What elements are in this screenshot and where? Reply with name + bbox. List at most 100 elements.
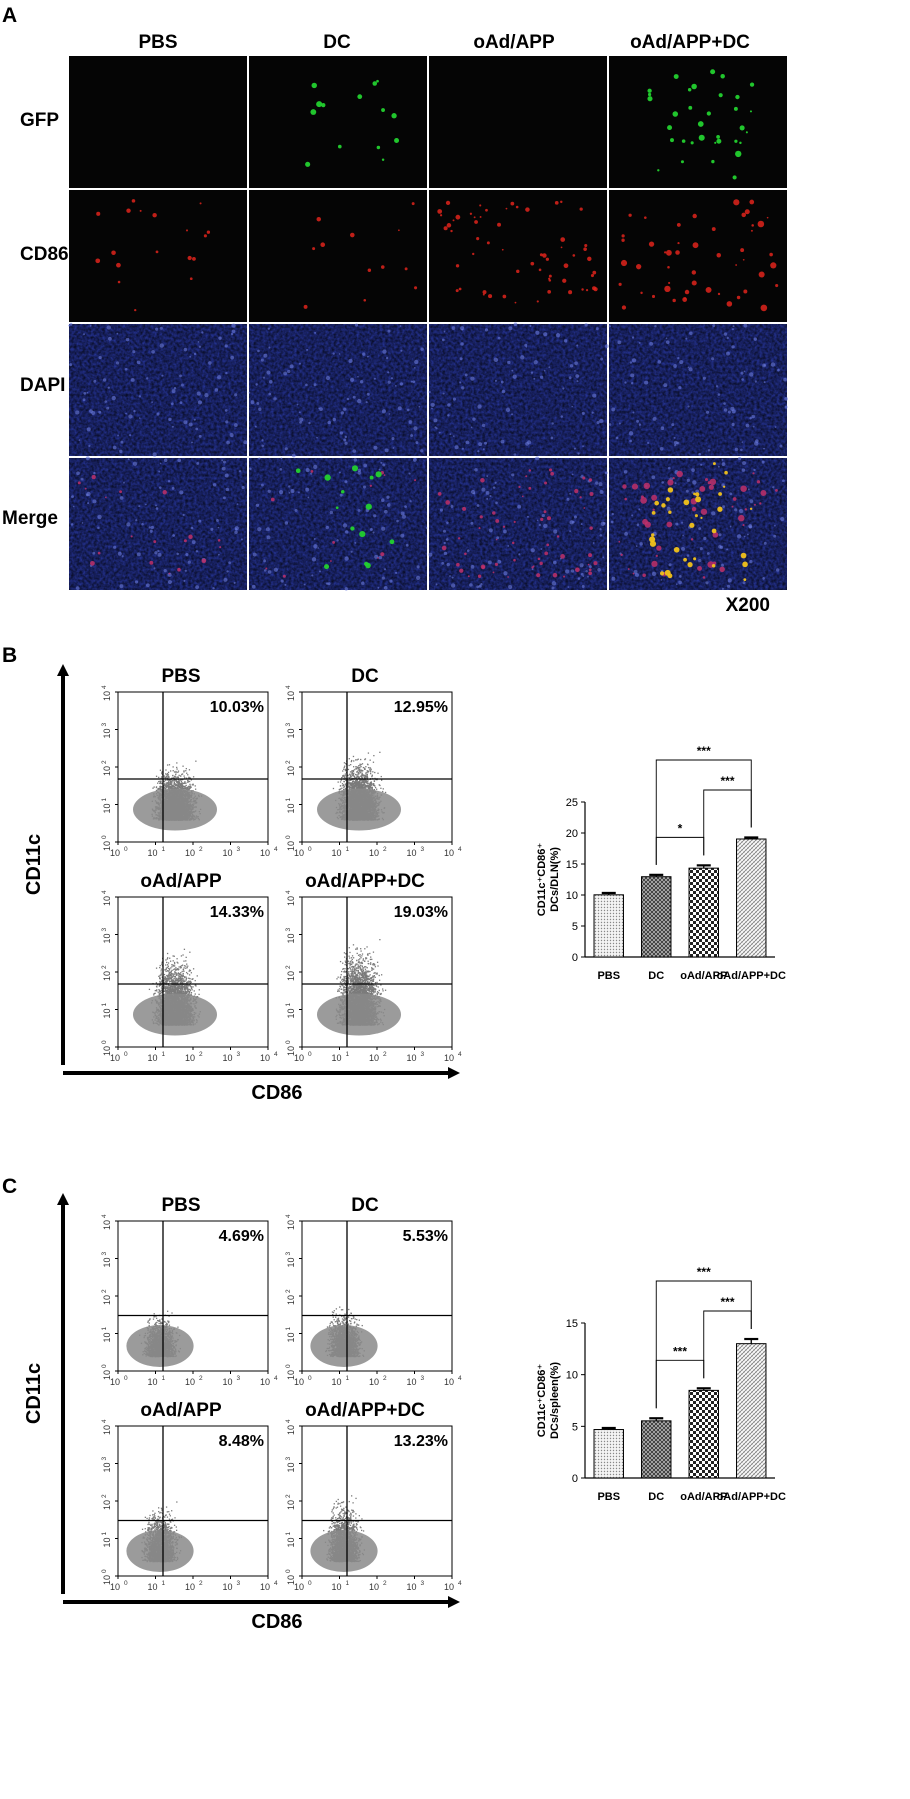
flow-x-tick-exponent: 2 xyxy=(383,1580,387,1587)
micrograph-merge-0 xyxy=(69,456,247,590)
flow-plot-percent: 4.69% xyxy=(219,1228,264,1245)
flow-y-tick-exponent: 4 xyxy=(101,1419,108,1423)
column-label-pbs: PBS xyxy=(138,32,177,53)
row-label-cd86: CD86 xyxy=(20,244,69,265)
bar-2 xyxy=(689,1390,718,1478)
flow-y-tick: 10 xyxy=(286,896,296,906)
category-label-0: PBS xyxy=(597,970,620,982)
flow-y-tick: 10 xyxy=(102,1257,112,1267)
flow-y-tick-exponent: 4 xyxy=(285,1214,292,1218)
flow-x-tick-exponent: 2 xyxy=(383,1375,387,1382)
flow-y-tick: 10 xyxy=(102,1500,112,1510)
x-axis-label: CD86 xyxy=(251,1082,302,1104)
flow-x-tick: 10 xyxy=(222,1053,232,1063)
flow-y-tick-exponent: 2 xyxy=(101,965,108,969)
flow-x-tick: 10 xyxy=(369,1377,379,1387)
flow-events xyxy=(126,1501,193,1572)
flow-y-tick: 10 xyxy=(286,1332,296,1342)
micrograph-dapi-1 xyxy=(249,324,427,458)
chart-y-label-1: CD11c⁺CD86⁺ xyxy=(536,1364,548,1438)
flow-x-tick: 10 xyxy=(147,1582,157,1592)
flow-y-tick-exponent: 2 xyxy=(285,1494,292,1498)
flow-plot-title: PBS xyxy=(161,666,200,687)
flow-y-tick: 10 xyxy=(286,1575,296,1585)
micrograph-cd86-2 xyxy=(429,190,607,322)
flow-events xyxy=(317,752,401,831)
flow-x-tick-exponent: 0 xyxy=(124,1580,128,1587)
flow-x-tick-exponent: 0 xyxy=(308,1580,312,1587)
chart-y-label-1: CD11c⁺CD86⁺ xyxy=(536,843,548,917)
flow-x-tick-exponent: 2 xyxy=(199,1051,203,1058)
micrograph-merge-2 xyxy=(428,456,607,590)
flow-x-tick: 10 xyxy=(147,1053,157,1063)
flow-y-tick-exponent: 1 xyxy=(101,1003,108,1007)
flow-y-tick: 10 xyxy=(102,1575,112,1585)
flow-plot-percent: 12.95% xyxy=(394,699,448,716)
flow-y-tick-exponent: 3 xyxy=(285,1457,292,1461)
flow-x-tick-exponent: 4 xyxy=(458,1580,462,1587)
flow-y-tick-exponent: 4 xyxy=(285,685,292,689)
flow-y-tick: 10 xyxy=(102,691,112,701)
flow-x-tick-exponent: 3 xyxy=(237,1051,241,1058)
flow-x-tick: 10 xyxy=(406,1582,416,1592)
flow-y-tick: 10 xyxy=(102,841,112,851)
flow-y-tick-exponent: 0 xyxy=(101,1364,108,1368)
flow-y-tick: 10 xyxy=(102,1046,112,1056)
y-axis-label: CD11c xyxy=(23,1363,45,1424)
flow-y-tick-exponent: 1 xyxy=(285,1003,292,1007)
flow-y-tick-exponent: 2 xyxy=(101,1289,108,1293)
y-tick-label: 10 xyxy=(566,890,578,902)
flow-y-tick: 10 xyxy=(286,1220,296,1230)
flow-plot-title: oAd/APP xyxy=(140,871,222,892)
flow-events xyxy=(126,1311,193,1367)
flow-x-tick: 10 xyxy=(260,1377,270,1387)
flow-x-tick: 10 xyxy=(406,1377,416,1387)
flow-y-tick: 10 xyxy=(102,728,112,738)
flow-y-tick: 10 xyxy=(286,728,296,738)
flow-plot-percent: 13.23% xyxy=(394,1433,448,1450)
flow-plot-title: DC xyxy=(351,1195,379,1216)
flow-x-tick: 10 xyxy=(331,1582,341,1592)
column-label-dc: DC xyxy=(323,32,351,53)
panel-letter-a: A xyxy=(2,4,17,27)
flow-x-tick: 10 xyxy=(260,1582,270,1592)
flow-plot-title: PBS xyxy=(161,1195,200,1216)
panel-a: A PBS DC oAd/APP oAd/APP+DC GFP CD86 DAP… xyxy=(2,4,788,616)
flow-plot-title: oAd/APP xyxy=(140,1400,222,1421)
category-label-1: DC xyxy=(648,1491,664,1503)
chart-y-label-2: DCs/DLN(%) xyxy=(549,847,561,912)
flow-x-tick-exponent: 3 xyxy=(421,1375,425,1382)
flow-y-tick: 10 xyxy=(286,971,296,981)
flow-x-tick-exponent: 2 xyxy=(199,1375,203,1382)
y-tick-label: 0 xyxy=(572,952,578,964)
category-label-3: oAd/APP+DC xyxy=(717,970,786,982)
row-label-dapi: DAPI xyxy=(20,375,65,396)
flow-x-tick-exponent: 3 xyxy=(237,1580,241,1587)
flow-x-tick-exponent: 3 xyxy=(237,1375,241,1382)
flow-x-tick-exponent: 1 xyxy=(162,1051,166,1058)
flow-x-tick: 10 xyxy=(444,848,454,858)
flow-y-tick-exponent: 4 xyxy=(101,890,108,894)
flow-y-tick-exponent: 1 xyxy=(285,1327,292,1331)
significance-label-2: * xyxy=(678,821,683,835)
flow-y-tick-exponent: 3 xyxy=(101,1252,108,1256)
significance-label-0: *** xyxy=(697,1265,711,1279)
bar-0 xyxy=(594,1430,623,1478)
flow-x-tick-exponent: 1 xyxy=(162,1580,166,1587)
flow-plot-percent: 8.48% xyxy=(219,1433,264,1450)
flow-y-tick-exponent: 0 xyxy=(285,835,292,839)
flow-plot-percent: 10.03% xyxy=(210,699,264,716)
flow-y-tick-exponent: 3 xyxy=(101,723,108,727)
flow-y-tick-exponent: 3 xyxy=(101,1457,108,1461)
flow-y-tick-exponent: 0 xyxy=(101,1569,108,1573)
flow-y-tick-exponent: 4 xyxy=(101,685,108,689)
flow-events xyxy=(317,939,401,1035)
chart-y-label-2: DCs/spleen(%) xyxy=(549,1362,561,1439)
flow-x-tick: 10 xyxy=(444,1053,454,1063)
